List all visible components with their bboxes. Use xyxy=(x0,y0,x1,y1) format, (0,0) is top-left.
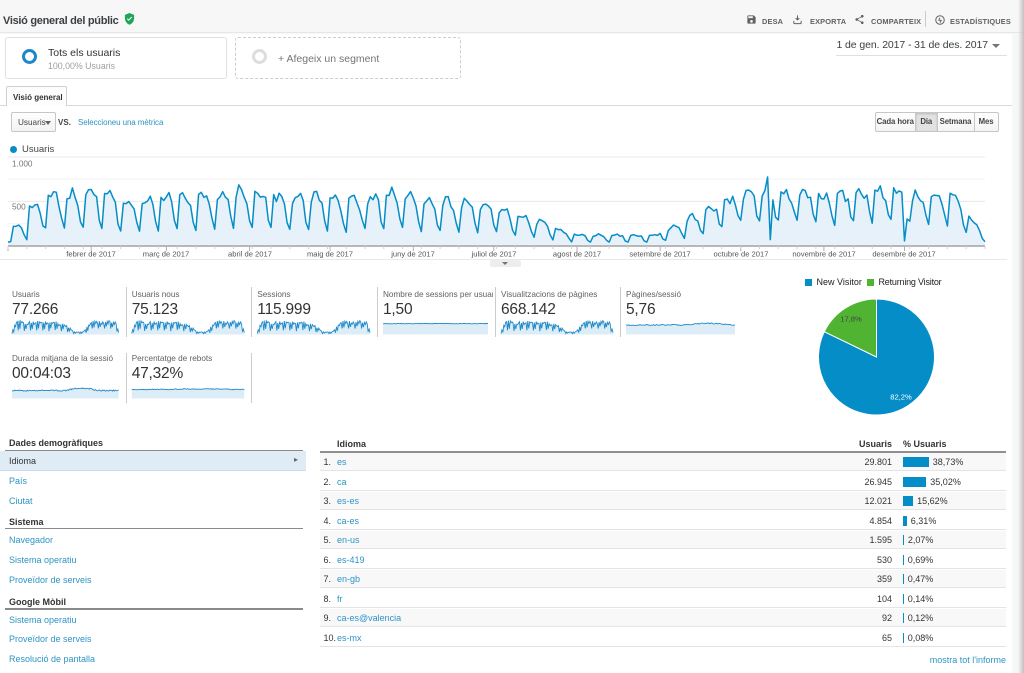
svg-text:novembre de 2017: novembre de 2017 xyxy=(792,250,855,259)
svg-text:juliol de 2017: juliol de 2017 xyxy=(471,250,517,259)
svg-text:1.000: 1.000 xyxy=(12,160,33,169)
svg-text:octubre de 2017: octubre de 2017 xyxy=(714,250,769,259)
svg-text:17,8%: 17,8% xyxy=(840,315,862,324)
svg-text:març de 2017: març de 2017 xyxy=(143,250,189,259)
svg-text:desembre de 2017: desembre de 2017 xyxy=(872,250,935,259)
svg-text:febrer de 2017: febrer de 2017 xyxy=(66,250,115,259)
svg-text:500: 500 xyxy=(12,203,26,212)
svg-text:setembre de 2017: setembre de 2017 xyxy=(629,250,690,259)
svg-text:juny de 2017: juny de 2017 xyxy=(390,250,435,259)
svg-text:maig de 2017: maig de 2017 xyxy=(307,250,353,259)
svg-text:agost de 2017: agost de 2017 xyxy=(553,250,601,259)
svg-text:82,2%: 82,2% xyxy=(890,393,912,402)
svg-text:abril de 2017: abril de 2017 xyxy=(228,250,272,259)
